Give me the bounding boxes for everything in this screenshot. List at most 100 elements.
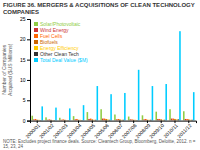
bar <box>78 119 80 120</box>
bar <box>79 119 81 120</box>
bar-series <box>38 119 191 120</box>
bar <box>61 119 63 120</box>
bar <box>145 119 147 121</box>
y-tick-mark <box>27 60 30 61</box>
bar <box>33 119 35 120</box>
y-tick: 5 <box>23 97 30 103</box>
bar <box>179 31 181 120</box>
bar <box>64 119 66 120</box>
x-axis-line <box>31 121 197 123</box>
bar <box>160 119 162 120</box>
bar <box>35 119 37 121</box>
legend-swatch <box>34 22 38 26</box>
bar <box>76 119 78 121</box>
bar <box>119 119 121 120</box>
bar <box>131 119 133 120</box>
y-tick-mark <box>27 121 30 122</box>
bars <box>31 31 194 120</box>
bar <box>171 119 173 121</box>
y-tick: 10 <box>20 77 30 83</box>
bar <box>165 84 167 121</box>
bar <box>124 93 126 121</box>
y-axis-title: Number of CompaniesAcquired ($US Million… <box>1 43 13 96</box>
bar <box>81 120 83 121</box>
bar <box>100 109 102 120</box>
bar <box>152 86 154 121</box>
plot-area: 05101520252000/012001/022002/032003/0420… <box>20 16 197 139</box>
bar <box>135 119 137 120</box>
bar <box>183 111 185 120</box>
bar <box>185 119 187 121</box>
legend-swatch <box>34 28 38 32</box>
bar <box>90 119 92 121</box>
legend-entry: Total Deal Value ($M) <box>34 57 88 63</box>
bar <box>73 116 75 120</box>
bar <box>55 108 57 121</box>
bar <box>169 109 171 120</box>
bar <box>157 119 159 121</box>
bar <box>130 119 132 120</box>
bar <box>173 119 175 121</box>
bar <box>105 119 107 121</box>
bar <box>107 119 109 120</box>
bar <box>188 119 190 120</box>
bar <box>104 119 106 121</box>
bar <box>67 120 69 121</box>
bar <box>88 119 90 121</box>
bar <box>93 119 95 120</box>
bar <box>52 120 54 121</box>
bar <box>147 119 149 120</box>
bar <box>117 119 119 121</box>
y-tick-mark <box>27 39 30 40</box>
bar <box>176 119 178 120</box>
legend-swatch <box>34 52 38 56</box>
note: NOTE: Excludes project finance deals. So… <box>3 139 196 149</box>
bar <box>193 92 195 120</box>
bar <box>36 119 38 120</box>
bar <box>54 120 56 121</box>
title-line: COMPANIES <box>3 9 39 15</box>
bar <box>102 119 104 121</box>
bar <box>83 105 85 120</box>
y-tick-mark <box>27 80 30 81</box>
note-line: 15, 23, 24 <box>3 144 24 149</box>
legend-swatch <box>34 40 38 44</box>
bar <box>109 119 111 120</box>
y-axis-line <box>27 20 31 122</box>
bar <box>155 112 157 121</box>
bar <box>138 70 140 121</box>
legend-label: Total Deal Value ($M) <box>40 57 88 63</box>
bar <box>174 119 176 121</box>
bar <box>191 119 193 120</box>
bar <box>41 106 43 120</box>
bar <box>38 119 40 120</box>
bar <box>66 120 68 121</box>
bar <box>87 112 89 121</box>
bar <box>136 120 138 121</box>
y-tick-mark <box>27 19 30 20</box>
bar <box>31 116 33 121</box>
bar <box>114 115 116 121</box>
bar <box>150 119 152 120</box>
y-tick-label: 5 <box>23 97 26 103</box>
chart-title: FIGURE 36. MERGERS & ACQUISITIONS OF CLE… <box>3 2 195 15</box>
legend-swatch <box>34 58 38 62</box>
bar <box>122 119 124 120</box>
bar-series <box>31 109 184 120</box>
bar <box>159 119 161 121</box>
y-axis: 0510152025 <box>20 16 31 124</box>
x-tick-label: 2011/12 <box>176 122 193 139</box>
bar <box>95 119 97 120</box>
bar <box>148 119 150 120</box>
title-line: FIGURE 36. MERGERS & ACQUISITIONS OF CLE… <box>3 2 195 8</box>
y-tick-label: 25 <box>20 16 26 22</box>
bar <box>59 118 61 121</box>
bar <box>47 119 49 120</box>
legend-swatch <box>34 46 38 50</box>
legend: Solar/PhotovoltaicWind EnergyFuel CellsB… <box>34 21 88 63</box>
bar-series <box>40 119 193 120</box>
y-tick-label: 0 <box>23 118 26 124</box>
y-tick: 25 <box>20 16 30 22</box>
bar <box>190 119 192 120</box>
bar <box>116 119 118 120</box>
